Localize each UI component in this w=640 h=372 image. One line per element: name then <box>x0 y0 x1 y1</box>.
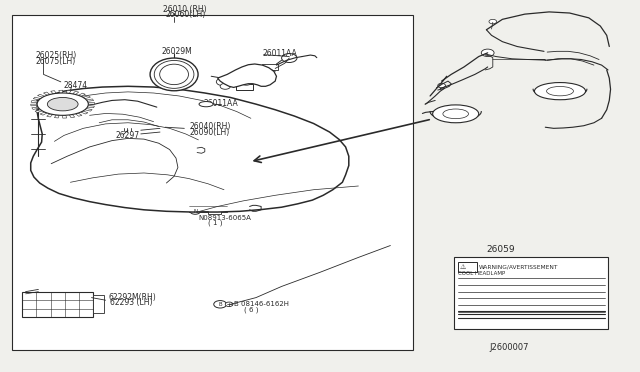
Bar <box>189 201 227 212</box>
Text: COOL HEADLAMP: COOL HEADLAMP <box>458 270 505 276</box>
Polygon shape <box>86 99 93 101</box>
Bar <box>262 64 278 70</box>
Polygon shape <box>31 86 349 212</box>
Text: 26075(LH): 26075(LH) <box>35 57 76 65</box>
Circle shape <box>214 301 227 308</box>
Polygon shape <box>54 115 59 118</box>
Bar <box>22 292 93 317</box>
Polygon shape <box>59 90 63 93</box>
Text: WARNING/AVERTISSEMENT: WARNING/AVERTISSEMENT <box>479 264 558 270</box>
Polygon shape <box>32 107 39 109</box>
Circle shape <box>118 108 138 119</box>
Ellipse shape <box>199 102 213 107</box>
Text: ( 1 ): ( 1 ) <box>208 220 223 227</box>
Polygon shape <box>69 115 75 118</box>
Circle shape <box>282 54 297 62</box>
Text: 26060(LH): 26060(LH) <box>165 10 205 19</box>
Text: J2600007: J2600007 <box>490 343 529 352</box>
Ellipse shape <box>534 83 586 100</box>
Polygon shape <box>67 90 71 93</box>
Circle shape <box>481 49 494 57</box>
Text: 26297: 26297 <box>115 131 140 140</box>
Polygon shape <box>31 100 38 103</box>
Text: ( 6 ): ( 6 ) <box>244 307 259 313</box>
Circle shape <box>216 78 229 86</box>
Ellipse shape <box>547 86 573 96</box>
Polygon shape <box>79 93 85 96</box>
Bar <box>208 207 221 214</box>
Polygon shape <box>33 97 40 100</box>
Text: 26010 (RH): 26010 (RH) <box>163 5 207 14</box>
Text: 26025(RH): 26025(RH) <box>35 51 76 60</box>
Text: N08913-6065A: N08913-6065A <box>198 215 252 221</box>
Text: 62292M(RH): 62292M(RH) <box>109 293 157 302</box>
Polygon shape <box>40 112 47 115</box>
Circle shape <box>190 208 200 214</box>
Bar <box>93 295 104 313</box>
Text: 26040(RH): 26040(RH) <box>189 122 231 131</box>
Bar <box>120 117 134 128</box>
Text: 26090(LH): 26090(LH) <box>189 128 230 137</box>
Circle shape <box>438 83 445 88</box>
Text: 26029M: 26029M <box>161 47 192 56</box>
Ellipse shape <box>47 97 78 111</box>
Bar <box>236 84 253 90</box>
Text: B 08146-6162H: B 08146-6162H <box>234 301 289 307</box>
Text: 26059: 26059 <box>486 245 515 254</box>
Polygon shape <box>88 102 95 104</box>
Polygon shape <box>88 106 95 108</box>
Ellipse shape <box>37 93 88 115</box>
Polygon shape <box>81 111 88 114</box>
Polygon shape <box>63 115 67 118</box>
Text: ⚠: ⚠ <box>460 264 466 270</box>
Polygon shape <box>51 91 56 94</box>
Polygon shape <box>31 104 37 106</box>
Text: B: B <box>218 302 222 307</box>
Polygon shape <box>83 96 90 99</box>
Bar <box>454 257 608 329</box>
Polygon shape <box>73 91 79 94</box>
Circle shape <box>164 126 171 130</box>
Text: 26011A: 26011A <box>234 75 263 84</box>
Text: 26011AA: 26011AA <box>262 49 297 58</box>
Circle shape <box>489 19 497 24</box>
Bar <box>12 15 413 350</box>
Bar <box>458 262 477 272</box>
Text: 62293 (LH): 62293 (LH) <box>110 298 152 307</box>
Text: 26011AA: 26011AA <box>204 99 238 108</box>
Ellipse shape <box>154 60 194 88</box>
Polygon shape <box>85 109 92 111</box>
Circle shape <box>220 83 230 89</box>
Polygon shape <box>76 113 82 116</box>
Bar <box>138 135 163 140</box>
Polygon shape <box>35 110 42 113</box>
Circle shape <box>241 78 252 85</box>
Polygon shape <box>47 114 52 117</box>
Bar <box>152 123 175 132</box>
Ellipse shape <box>443 109 468 119</box>
Text: 28474: 28474 <box>64 81 88 90</box>
Polygon shape <box>38 94 45 97</box>
Ellipse shape <box>433 105 479 123</box>
Polygon shape <box>218 64 276 87</box>
Ellipse shape <box>160 64 189 84</box>
Bar <box>155 131 171 135</box>
Bar <box>134 125 166 136</box>
Text: N: N <box>193 209 197 214</box>
Circle shape <box>225 302 233 307</box>
Bar <box>76 101 87 107</box>
Circle shape <box>156 126 162 130</box>
Circle shape <box>76 103 83 107</box>
Polygon shape <box>44 92 50 95</box>
Ellipse shape <box>150 58 198 91</box>
